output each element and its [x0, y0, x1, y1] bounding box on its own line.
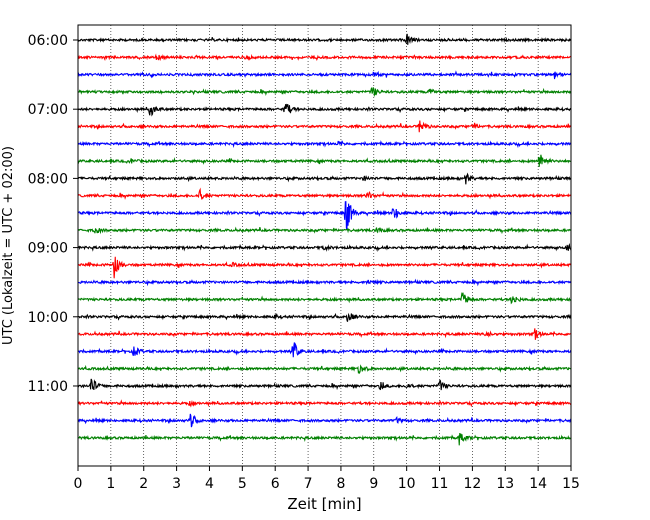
x-tick-label: 9 — [369, 476, 378, 492]
seismic-traces — [77, 33, 572, 446]
trace-1015 — [77, 328, 572, 340]
x-tick-label: 12 — [463, 476, 481, 492]
trace-1030 — [77, 342, 572, 358]
y-tick-label: 07:00 — [28, 102, 68, 118]
y-tick-label: 10:00 — [28, 310, 68, 326]
trace-1100 — [77, 378, 572, 391]
trace-0645 — [77, 87, 572, 98]
x-tick-label: 1 — [106, 476, 115, 492]
x-tick-label: 0 — [74, 476, 83, 492]
trace-0845 — [77, 226, 572, 235]
x-tick-label: 5 — [238, 476, 247, 492]
trace-1145 — [77, 432, 572, 446]
x-tick-label: 11 — [431, 476, 449, 492]
plot-frame — [77, 24, 572, 467]
x-tick-label: 2 — [139, 476, 148, 492]
trace-0800 — [77, 172, 572, 185]
y-axis-title: UTC (Lokalzeit = UTC + 02:00) — [1, 146, 16, 345]
trace-0830 — [77, 201, 572, 230]
y-tick-label: 11:00 — [28, 379, 68, 395]
trace-0745 — [77, 154, 572, 167]
y-tick-label: 08:00 — [28, 171, 68, 187]
trace-0730 — [77, 140, 572, 149]
trace-1000 — [77, 312, 572, 322]
trace-0615 — [77, 53, 572, 62]
x-tick-label: 3 — [172, 476, 181, 492]
trace-1115 — [77, 399, 572, 408]
trace-0915 — [77, 256, 572, 279]
trace-0600 — [77, 33, 572, 45]
y-axis: 06:00 07:00 08:00 09:00 10:00 11:00 — [28, 33, 78, 395]
trace-0930 — [77, 278, 572, 287]
x-tick-label: 6 — [271, 476, 280, 492]
trace-0630 — [77, 70, 572, 80]
trace-0945 — [77, 292, 572, 305]
x-axis-title: Zeit [min] — [287, 495, 361, 513]
x-tick-label: 13 — [496, 476, 514, 492]
x-tick-label: 7 — [304, 476, 313, 492]
x-axis: 0 1 2 3 4 5 6 7 8 9 10 11 12 13 14 15 — [74, 466, 580, 492]
x-tick-label: 8 — [336, 476, 345, 492]
y-tick-label: 06:00 — [28, 33, 68, 49]
trace-0900 — [77, 243, 572, 252]
trace-1130 — [77, 413, 572, 428]
y-tick-label: 09:00 — [28, 241, 68, 257]
trace-0700 — [77, 103, 572, 117]
x-tick-label: 15 — [562, 476, 580, 492]
trace-0715 — [77, 120, 572, 133]
x-tick-label: 4 — [205, 476, 214, 492]
x-tick-label: 10 — [398, 476, 416, 492]
trace-0815 — [77, 187, 572, 200]
x-tick-label: 14 — [529, 476, 547, 492]
trace-1045 — [77, 364, 572, 375]
